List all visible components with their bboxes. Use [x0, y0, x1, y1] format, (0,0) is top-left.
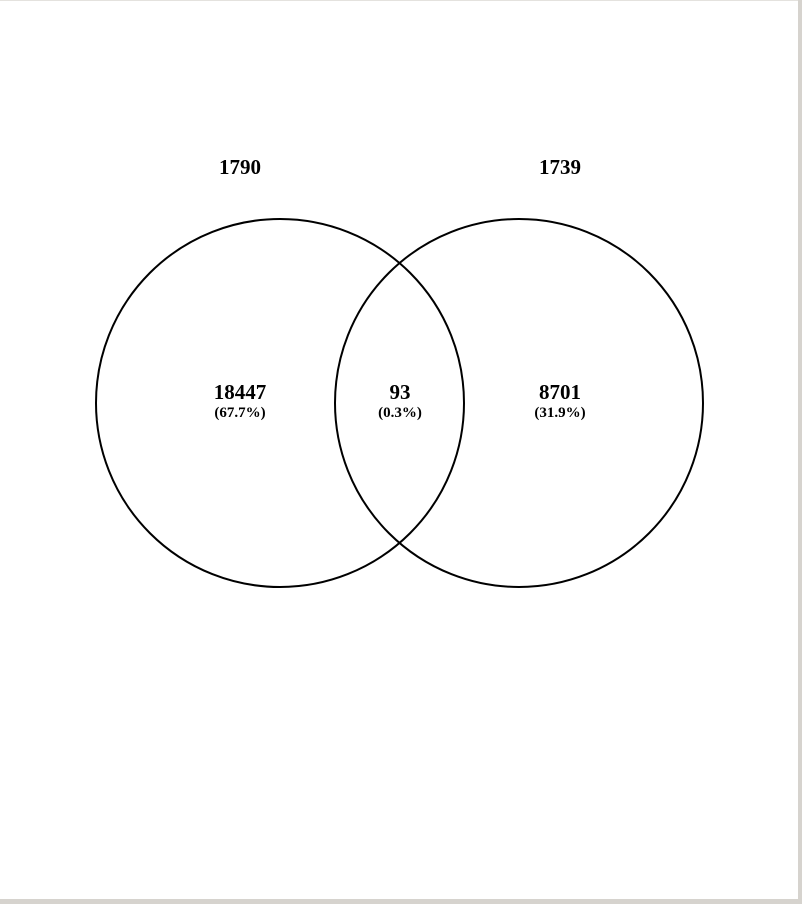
set-b-circle — [334, 218, 704, 588]
only-a-count: 18447 — [214, 380, 267, 404]
only-a-percent: (67.7%) — [214, 405, 265, 421]
set-b-label: 1739 — [539, 155, 581, 179]
set-a-circle — [95, 218, 465, 588]
intersection-count: 93 — [390, 380, 411, 404]
only-b-count: 8701 — [539, 380, 581, 404]
intersection-percent: (0.3%) — [378, 405, 422, 421]
set-a-label: 1790 — [219, 155, 261, 179]
only-b-percent: (31.9%) — [534, 405, 585, 421]
